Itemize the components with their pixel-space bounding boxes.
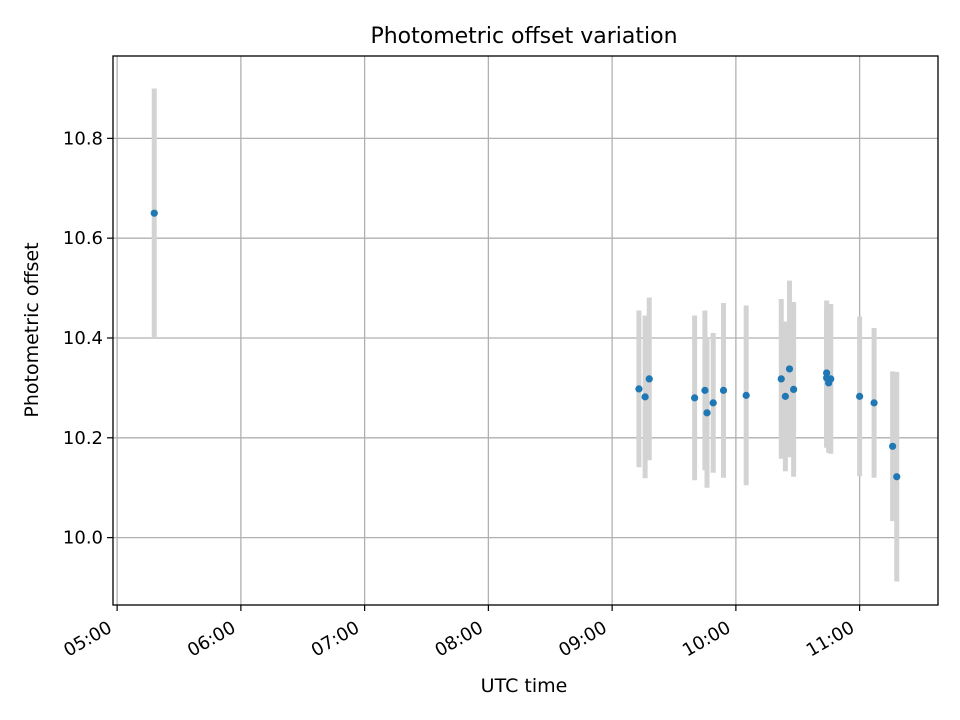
data-point bbox=[870, 399, 878, 407]
plot-frame bbox=[112, 55, 939, 606]
data-point bbox=[790, 385, 798, 393]
y-axis-ticks: 10.0 10.2 10.4 10.6 10.8 bbox=[63, 128, 113, 549]
data-point bbox=[709, 399, 717, 407]
data-point bbox=[781, 392, 789, 400]
data-point bbox=[691, 394, 699, 402]
data-point bbox=[719, 386, 728, 394]
y-tick-label: 10.8 bbox=[63, 128, 103, 149]
data-point bbox=[641, 393, 649, 401]
y-axis-label: Photometric offset bbox=[21, 242, 43, 417]
data-point bbox=[827, 375, 835, 383]
data-points bbox=[150, 209, 901, 481]
data-point bbox=[742, 391, 750, 399]
data-point bbox=[889, 442, 897, 450]
data-point bbox=[856, 392, 864, 400]
y-tick-label: 10.6 bbox=[63, 228, 103, 249]
data-point bbox=[645, 375, 653, 383]
data-point bbox=[701, 386, 709, 394]
y-tick-label: 10.4 bbox=[63, 328, 103, 349]
data-point bbox=[777, 375, 785, 383]
data-point bbox=[893, 473, 901, 481]
grid bbox=[113, 56, 938, 605]
x-axis-label: UTC time bbox=[481, 675, 568, 697]
chart-title: Photometric offset variation bbox=[370, 24, 677, 49]
y-tick-label: 10.2 bbox=[63, 428, 103, 449]
data-point bbox=[785, 365, 794, 373]
data-point bbox=[823, 369, 831, 377]
y-tick-label: 10.0 bbox=[63, 528, 103, 549]
data-point bbox=[635, 385, 643, 393]
data-point bbox=[703, 409, 711, 417]
data-point bbox=[150, 209, 158, 217]
